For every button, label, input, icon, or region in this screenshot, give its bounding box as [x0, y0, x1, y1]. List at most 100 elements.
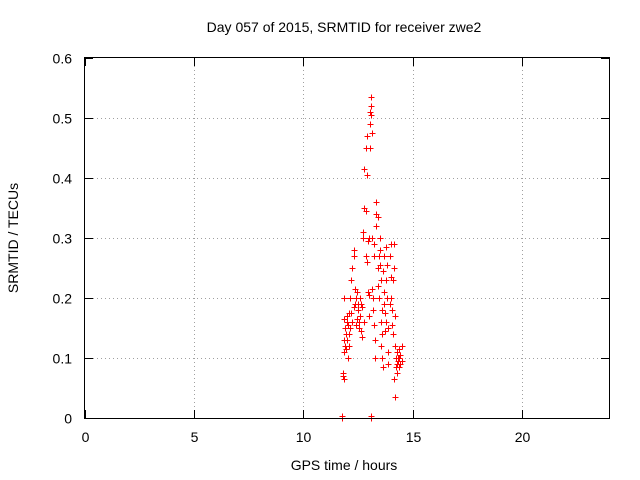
y-tick-labels: 0 0.1 0.2 0.3 0.4 0.5 0.6 — [53, 51, 73, 427]
data-point — [377, 247, 384, 254]
data-point — [348, 277, 355, 284]
data-point — [375, 214, 382, 221]
data-point — [361, 319, 368, 326]
data-point — [396, 355, 403, 362]
data-point — [367, 121, 374, 128]
data-point — [394, 370, 401, 377]
data-point — [383, 277, 390, 284]
data-point — [380, 268, 387, 275]
data-point — [365, 289, 372, 296]
data-point — [340, 370, 347, 377]
data-point — [367, 109, 374, 116]
data-point — [369, 286, 376, 293]
data-point — [358, 328, 365, 335]
data-point — [353, 322, 360, 329]
data-point — [392, 313, 399, 320]
data-point — [355, 307, 362, 314]
data-point — [346, 331, 353, 338]
data-point — [371, 241, 378, 248]
data-point — [399, 358, 406, 365]
data-point — [373, 199, 380, 206]
data-point — [349, 319, 356, 326]
y-tick-label: 0.2 — [53, 291, 73, 307]
data-point — [391, 241, 398, 248]
data-point — [385, 349, 392, 356]
data-point — [380, 364, 387, 371]
data-point — [341, 295, 348, 302]
y-tick-label: 0.5 — [53, 111, 73, 127]
data-point — [389, 322, 396, 329]
data-point — [363, 208, 370, 215]
data-point — [349, 265, 356, 272]
data-point — [375, 283, 382, 290]
data-point — [390, 277, 397, 284]
data-point — [361, 166, 368, 173]
x-tick-label: 15 — [406, 429, 422, 445]
data-point — [366, 313, 373, 320]
data-point — [377, 262, 384, 269]
plot-frame — [84, 57, 610, 419]
data-point — [383, 244, 390, 251]
data-point — [346, 343, 353, 350]
data-point — [381, 301, 388, 308]
data-point — [381, 253, 388, 260]
data-point — [347, 325, 354, 332]
data-point — [391, 376, 398, 383]
data-point — [359, 334, 366, 341]
data-point — [368, 112, 375, 119]
data-point — [347, 295, 354, 302]
data-point — [372, 355, 379, 362]
data-point — [371, 322, 378, 329]
data-point — [360, 229, 367, 236]
y-tick-label: 0 — [64, 411, 72, 427]
data-point — [360, 235, 367, 242]
data-point — [384, 262, 391, 269]
data-point — [368, 103, 375, 110]
data-point — [376, 295, 383, 302]
data-point — [397, 352, 404, 359]
x-tick-labels: 0 5 10 15 20 — [82, 429, 531, 445]
y-tick-label: 0.4 — [53, 171, 73, 187]
data-point — [390, 331, 397, 338]
y-tick-label: 0.3 — [53, 231, 73, 247]
data-point — [379, 331, 386, 338]
data-point — [370, 295, 377, 302]
data-point — [372, 337, 379, 344]
data-point — [364, 259, 371, 266]
data-point — [385, 325, 392, 332]
data-point — [364, 172, 371, 179]
data-point — [396, 364, 403, 371]
data-point — [351, 253, 358, 260]
data-point — [348, 310, 355, 317]
y-axis-label: SRMTID / TECUs — [5, 183, 21, 293]
x-tick-label: 10 — [296, 429, 312, 445]
data-point — [367, 145, 374, 152]
data-point — [387, 253, 394, 260]
data-point — [382, 310, 389, 317]
data-point — [357, 313, 364, 320]
data-point — [388, 295, 395, 302]
x-axis-label: GPS time / hours — [291, 457, 398, 473]
data-point — [396, 346, 403, 353]
data-point — [344, 337, 351, 344]
data-point — [366, 292, 373, 299]
data-point — [392, 343, 399, 350]
data-point — [381, 289, 388, 296]
x-tick-label: 5 — [191, 429, 199, 445]
data-point — [345, 355, 352, 362]
data-point — [359, 304, 366, 311]
data-point — [383, 319, 390, 326]
data-point — [373, 223, 380, 230]
data-point — [368, 94, 375, 101]
data-point — [351, 304, 358, 311]
data-point — [343, 346, 350, 353]
data-point — [369, 235, 376, 242]
data-point — [387, 301, 394, 308]
data-point — [378, 343, 385, 350]
data-point — [357, 295, 364, 302]
data-point — [377, 235, 384, 242]
data-point — [351, 247, 358, 254]
data-point — [369, 130, 376, 137]
data-point — [389, 307, 396, 314]
